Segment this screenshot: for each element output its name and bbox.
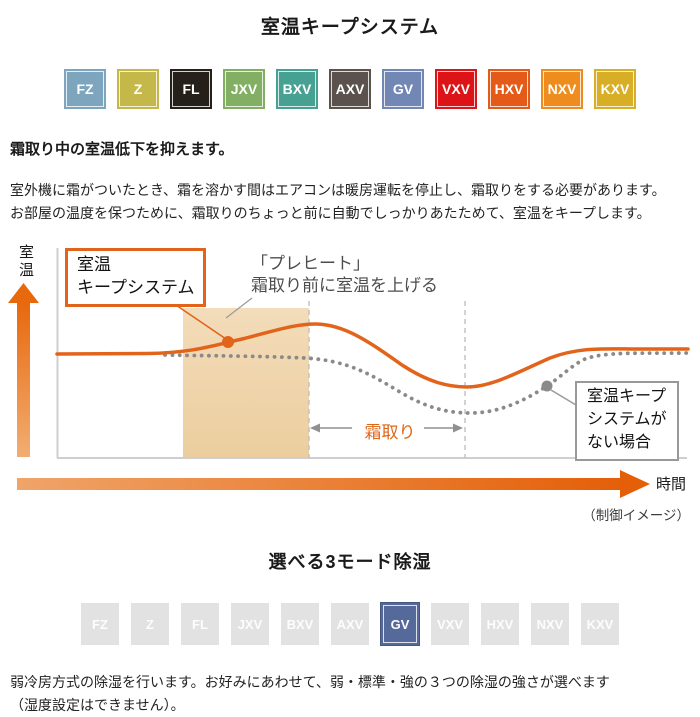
model-badge-FZ: FZ — [64, 69, 106, 109]
model-badge-FZ: FZ — [81, 603, 119, 645]
model-badge-label: FL — [192, 616, 208, 632]
model-badge-label: FL — [182, 81, 200, 97]
section1-body-line2: お部屋の温度を保つために、霜取りのちょっと前に自動でしっかりあたためて、室温をキ… — [10, 205, 651, 221]
model-badge-GV: GV — [380, 602, 420, 646]
section2-body-line1: 弱冷房方式の除湿を行います。お好みにあわせて、弱・標準・強の３つの除湿の強さが選… — [10, 674, 610, 690]
section1-body-line1: 室外機に霜がついたとき、霜を溶かす間はエアコンは暖房運転を停止し、霜取りをする必… — [10, 182, 666, 198]
section2-body-line2: （湿度設定はできません）。 — [10, 697, 185, 713]
model-badge-JXV: JXV — [223, 69, 265, 109]
section1-body: 室外機に霜がついたとき、霜を溶かす間はエアコンは暖房運転を停止し、霜取りをする必… — [10, 179, 690, 225]
model-badge-label: Z — [146, 616, 154, 632]
preheat-annotation: 「プレヒート」 霜取り前に室温を上げる — [251, 253, 438, 298]
preheat-line1: 「プレヒート」 — [251, 254, 370, 273]
model-badge-VXV: VXV — [435, 69, 477, 109]
model-badge-label: FZ — [76, 81, 94, 97]
model-badge-KXV: KXV — [581, 603, 619, 645]
keep-box-connector-line — [169, 300, 227, 340]
model-badge-label: KXV — [600, 81, 630, 97]
model-badge-label: BXV — [286, 616, 314, 632]
model-badge-JXV: JXV — [231, 603, 269, 645]
keep-system-point-dot — [222, 336, 234, 348]
model-badge-VXV: VXV — [431, 603, 469, 645]
x-axis-arrow — [17, 470, 650, 498]
model-badge-AXV: AXV — [329, 69, 371, 109]
keep-system-label-box: 室温 キープシステム — [65, 248, 207, 307]
model-badge-label: VXV — [441, 81, 470, 97]
preheat-line2: 霜取り前に室温を上げる — [251, 276, 438, 296]
section2-body: 弱冷房方式の除湿を行います。お好みにあわせて、弱・標準・強の３つの除湿の強さが選… — [10, 671, 690, 717]
no-system-label-box: 室温キープ システムが ない場合 — [575, 381, 679, 461]
model-badge-label: GV — [390, 616, 410, 632]
model-badge-label: AXV — [336, 616, 364, 632]
model-badge-label: JXV — [237, 616, 263, 632]
model-badge-label: BXV — [282, 81, 312, 97]
model-badge-label: VXV — [436, 616, 463, 632]
model-badge-FL: FL — [170, 69, 212, 109]
model-badge-label: GV — [392, 81, 414, 97]
section1-heading: 霜取り中の室温低下を抑えます。 — [10, 141, 234, 158]
model-badge-label: FZ — [92, 616, 108, 632]
model-badge-label: HXV — [486, 616, 514, 632]
preheat-band — [183, 308, 309, 458]
model-badge-NXV: NXV — [531, 603, 569, 645]
x-axis-label: 時間 — [656, 476, 687, 493]
section1-title: 室温キープシステム — [260, 17, 440, 38]
chart-caption: （制御イメージ） — [582, 508, 690, 523]
model-badge-Z: Z — [131, 603, 169, 645]
no-system-connector-line — [550, 389, 577, 406]
defrost-label: 霜取り — [364, 423, 416, 442]
no-system-point-dot — [541, 380, 553, 392]
defrost-span-arrow — [310, 423, 463, 433]
temperature-keep-chart: 室温 室温 キープシステム 「プレヒート」 霜取り前に室温を上げる 霜取り 室温… — [0, 241, 700, 533]
preheat-pointer-line — [225, 297, 253, 319]
model-badge-FL: FL — [181, 603, 219, 645]
model-badge-BXV: BXV — [281, 603, 319, 645]
model-badge-label: NXV — [547, 81, 577, 97]
chart-plot-svg — [8, 248, 690, 498]
model-badge-row-1: FZ Z FL JXV BXV AXV GV VXV HXV NXV KXV — [0, 69, 700, 109]
model-badge-label: KXV — [586, 616, 614, 632]
model-badge-label: NXV — [536, 616, 564, 632]
model-badge-label: AXV — [335, 81, 365, 97]
model-badge-row-2: FZ Z FL JXV BXV AXV GV VXV HXV NXV KXV — [0, 602, 700, 646]
y-axis-label: 室温 — [17, 244, 34, 280]
model-badge-HXV: HXV — [481, 603, 519, 645]
solid-keep-system-curve — [55, 322, 690, 389]
model-badge-label: Z — [133, 81, 143, 97]
model-badge-Z: Z — [117, 69, 159, 109]
model-badge-label: HXV — [494, 81, 524, 97]
section2-title: 選べる3モード除湿 — [268, 552, 432, 572]
model-badge-AXV: AXV — [331, 603, 369, 645]
no-system-line3: ない場合 — [587, 434, 652, 452]
product-feature-page: 室温キープシステム FZ Z FL JXV BXV AXV GV VXV HXV NXV KXV 霜… — [0, 12, 700, 713]
no-system-line2: システムが — [587, 411, 667, 429]
model-badge-NXV: NXV — [541, 69, 583, 109]
model-badge-HXV: HXV — [488, 69, 530, 109]
dotted-no-system-curve — [163, 351, 690, 415]
keep-box-line2: キープシステム — [77, 278, 195, 298]
keep-box-line1: 室温 — [77, 255, 111, 274]
model-badge-BXV: BXV — [276, 69, 318, 109]
model-badge-label: JXV — [230, 81, 258, 97]
model-badge-GV: GV — [382, 69, 424, 109]
model-badge-KXV: KXV — [594, 69, 636, 109]
no-system-line1: 室温キープ — [587, 388, 667, 405]
y-axis-arrow — [8, 283, 39, 457]
